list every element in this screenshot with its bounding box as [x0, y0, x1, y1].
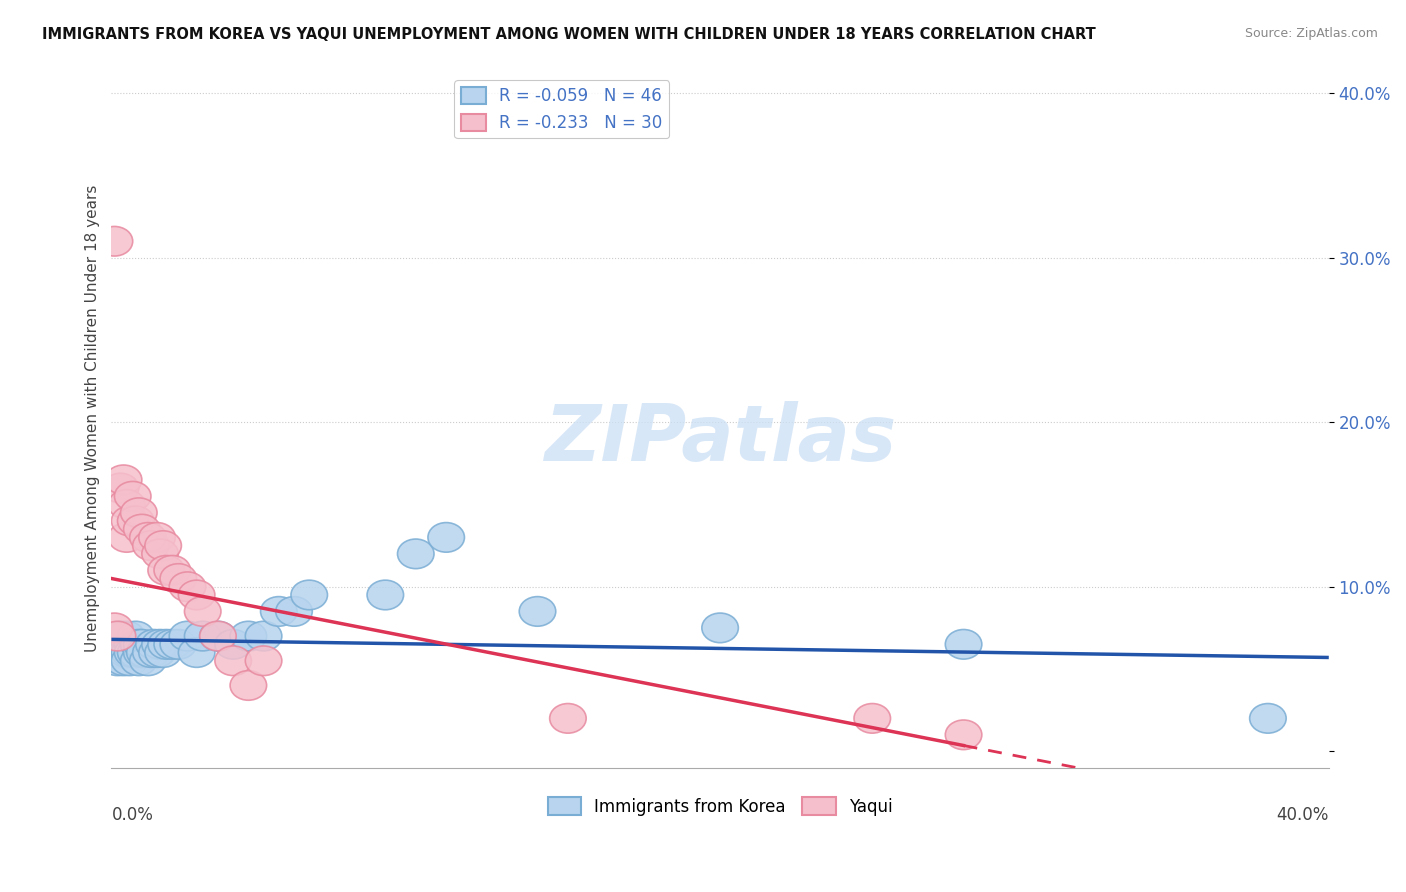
Ellipse shape — [184, 622, 221, 651]
Ellipse shape — [114, 482, 150, 511]
Ellipse shape — [945, 720, 981, 749]
Ellipse shape — [550, 704, 586, 733]
Ellipse shape — [136, 630, 173, 659]
Ellipse shape — [108, 638, 145, 667]
Ellipse shape — [96, 613, 132, 642]
Legend: R = -0.059   N = 46, R = -0.233   N = 30: R = -0.059 N = 46, R = -0.233 N = 30 — [454, 80, 669, 138]
Ellipse shape — [114, 630, 150, 659]
Ellipse shape — [139, 638, 176, 667]
Ellipse shape — [179, 580, 215, 610]
Ellipse shape — [398, 539, 434, 568]
Ellipse shape — [160, 630, 197, 659]
Ellipse shape — [124, 638, 160, 667]
Ellipse shape — [129, 523, 166, 552]
Ellipse shape — [96, 227, 132, 256]
Ellipse shape — [108, 523, 145, 552]
Ellipse shape — [945, 630, 981, 659]
Ellipse shape — [367, 580, 404, 610]
Ellipse shape — [114, 638, 150, 667]
Ellipse shape — [179, 638, 215, 667]
Ellipse shape — [145, 531, 181, 560]
Ellipse shape — [245, 622, 281, 651]
Ellipse shape — [111, 506, 148, 536]
Ellipse shape — [121, 646, 157, 675]
Ellipse shape — [1250, 704, 1286, 733]
Ellipse shape — [148, 630, 184, 659]
Ellipse shape — [160, 564, 197, 593]
Text: IMMIGRANTS FROM KOREA VS YAQUI UNEMPLOYMENT AMONG WOMEN WITH CHILDREN UNDER 18 Y: IMMIGRANTS FROM KOREA VS YAQUI UNEMPLOYM… — [42, 27, 1095, 42]
Ellipse shape — [519, 597, 555, 626]
Ellipse shape — [142, 630, 179, 659]
Ellipse shape — [103, 622, 139, 651]
Ellipse shape — [200, 622, 236, 651]
Y-axis label: Unemployment Among Women with Children Under 18 years: Unemployment Among Women with Children U… — [86, 185, 100, 652]
Ellipse shape — [155, 556, 191, 585]
Ellipse shape — [103, 638, 139, 667]
Ellipse shape — [127, 638, 163, 667]
Ellipse shape — [215, 630, 252, 659]
Text: ZIPatlas: ZIPatlas — [544, 401, 896, 477]
Ellipse shape — [105, 630, 142, 659]
Ellipse shape — [129, 646, 166, 675]
Ellipse shape — [121, 498, 157, 527]
Ellipse shape — [260, 597, 297, 626]
Ellipse shape — [145, 638, 181, 667]
Ellipse shape — [245, 646, 281, 675]
Ellipse shape — [111, 638, 148, 667]
Ellipse shape — [111, 646, 148, 675]
Ellipse shape — [118, 506, 155, 536]
Ellipse shape — [108, 622, 145, 651]
Ellipse shape — [124, 630, 160, 659]
Text: 40.0%: 40.0% — [1277, 806, 1329, 824]
Ellipse shape — [148, 556, 184, 585]
Ellipse shape — [169, 622, 205, 651]
Ellipse shape — [142, 539, 179, 568]
Ellipse shape — [108, 490, 145, 519]
Text: 0.0%: 0.0% — [111, 806, 153, 824]
Ellipse shape — [276, 597, 312, 626]
Ellipse shape — [231, 622, 267, 651]
Ellipse shape — [118, 638, 155, 667]
Ellipse shape — [427, 523, 464, 552]
Ellipse shape — [215, 646, 252, 675]
Ellipse shape — [231, 671, 267, 700]
Ellipse shape — [291, 580, 328, 610]
Ellipse shape — [96, 638, 132, 667]
Ellipse shape — [155, 630, 191, 659]
Ellipse shape — [169, 572, 205, 601]
Ellipse shape — [118, 622, 155, 651]
Ellipse shape — [100, 630, 136, 659]
Ellipse shape — [200, 622, 236, 651]
Ellipse shape — [105, 465, 142, 494]
Ellipse shape — [105, 646, 142, 675]
Text: Source: ZipAtlas.com: Source: ZipAtlas.com — [1244, 27, 1378, 40]
Ellipse shape — [139, 523, 176, 552]
Ellipse shape — [853, 704, 890, 733]
Ellipse shape — [121, 630, 157, 659]
Ellipse shape — [103, 474, 139, 503]
Ellipse shape — [132, 638, 169, 667]
Ellipse shape — [184, 597, 221, 626]
Ellipse shape — [100, 646, 136, 675]
Ellipse shape — [702, 613, 738, 642]
Ellipse shape — [100, 622, 136, 651]
Ellipse shape — [124, 515, 160, 544]
Ellipse shape — [132, 531, 169, 560]
